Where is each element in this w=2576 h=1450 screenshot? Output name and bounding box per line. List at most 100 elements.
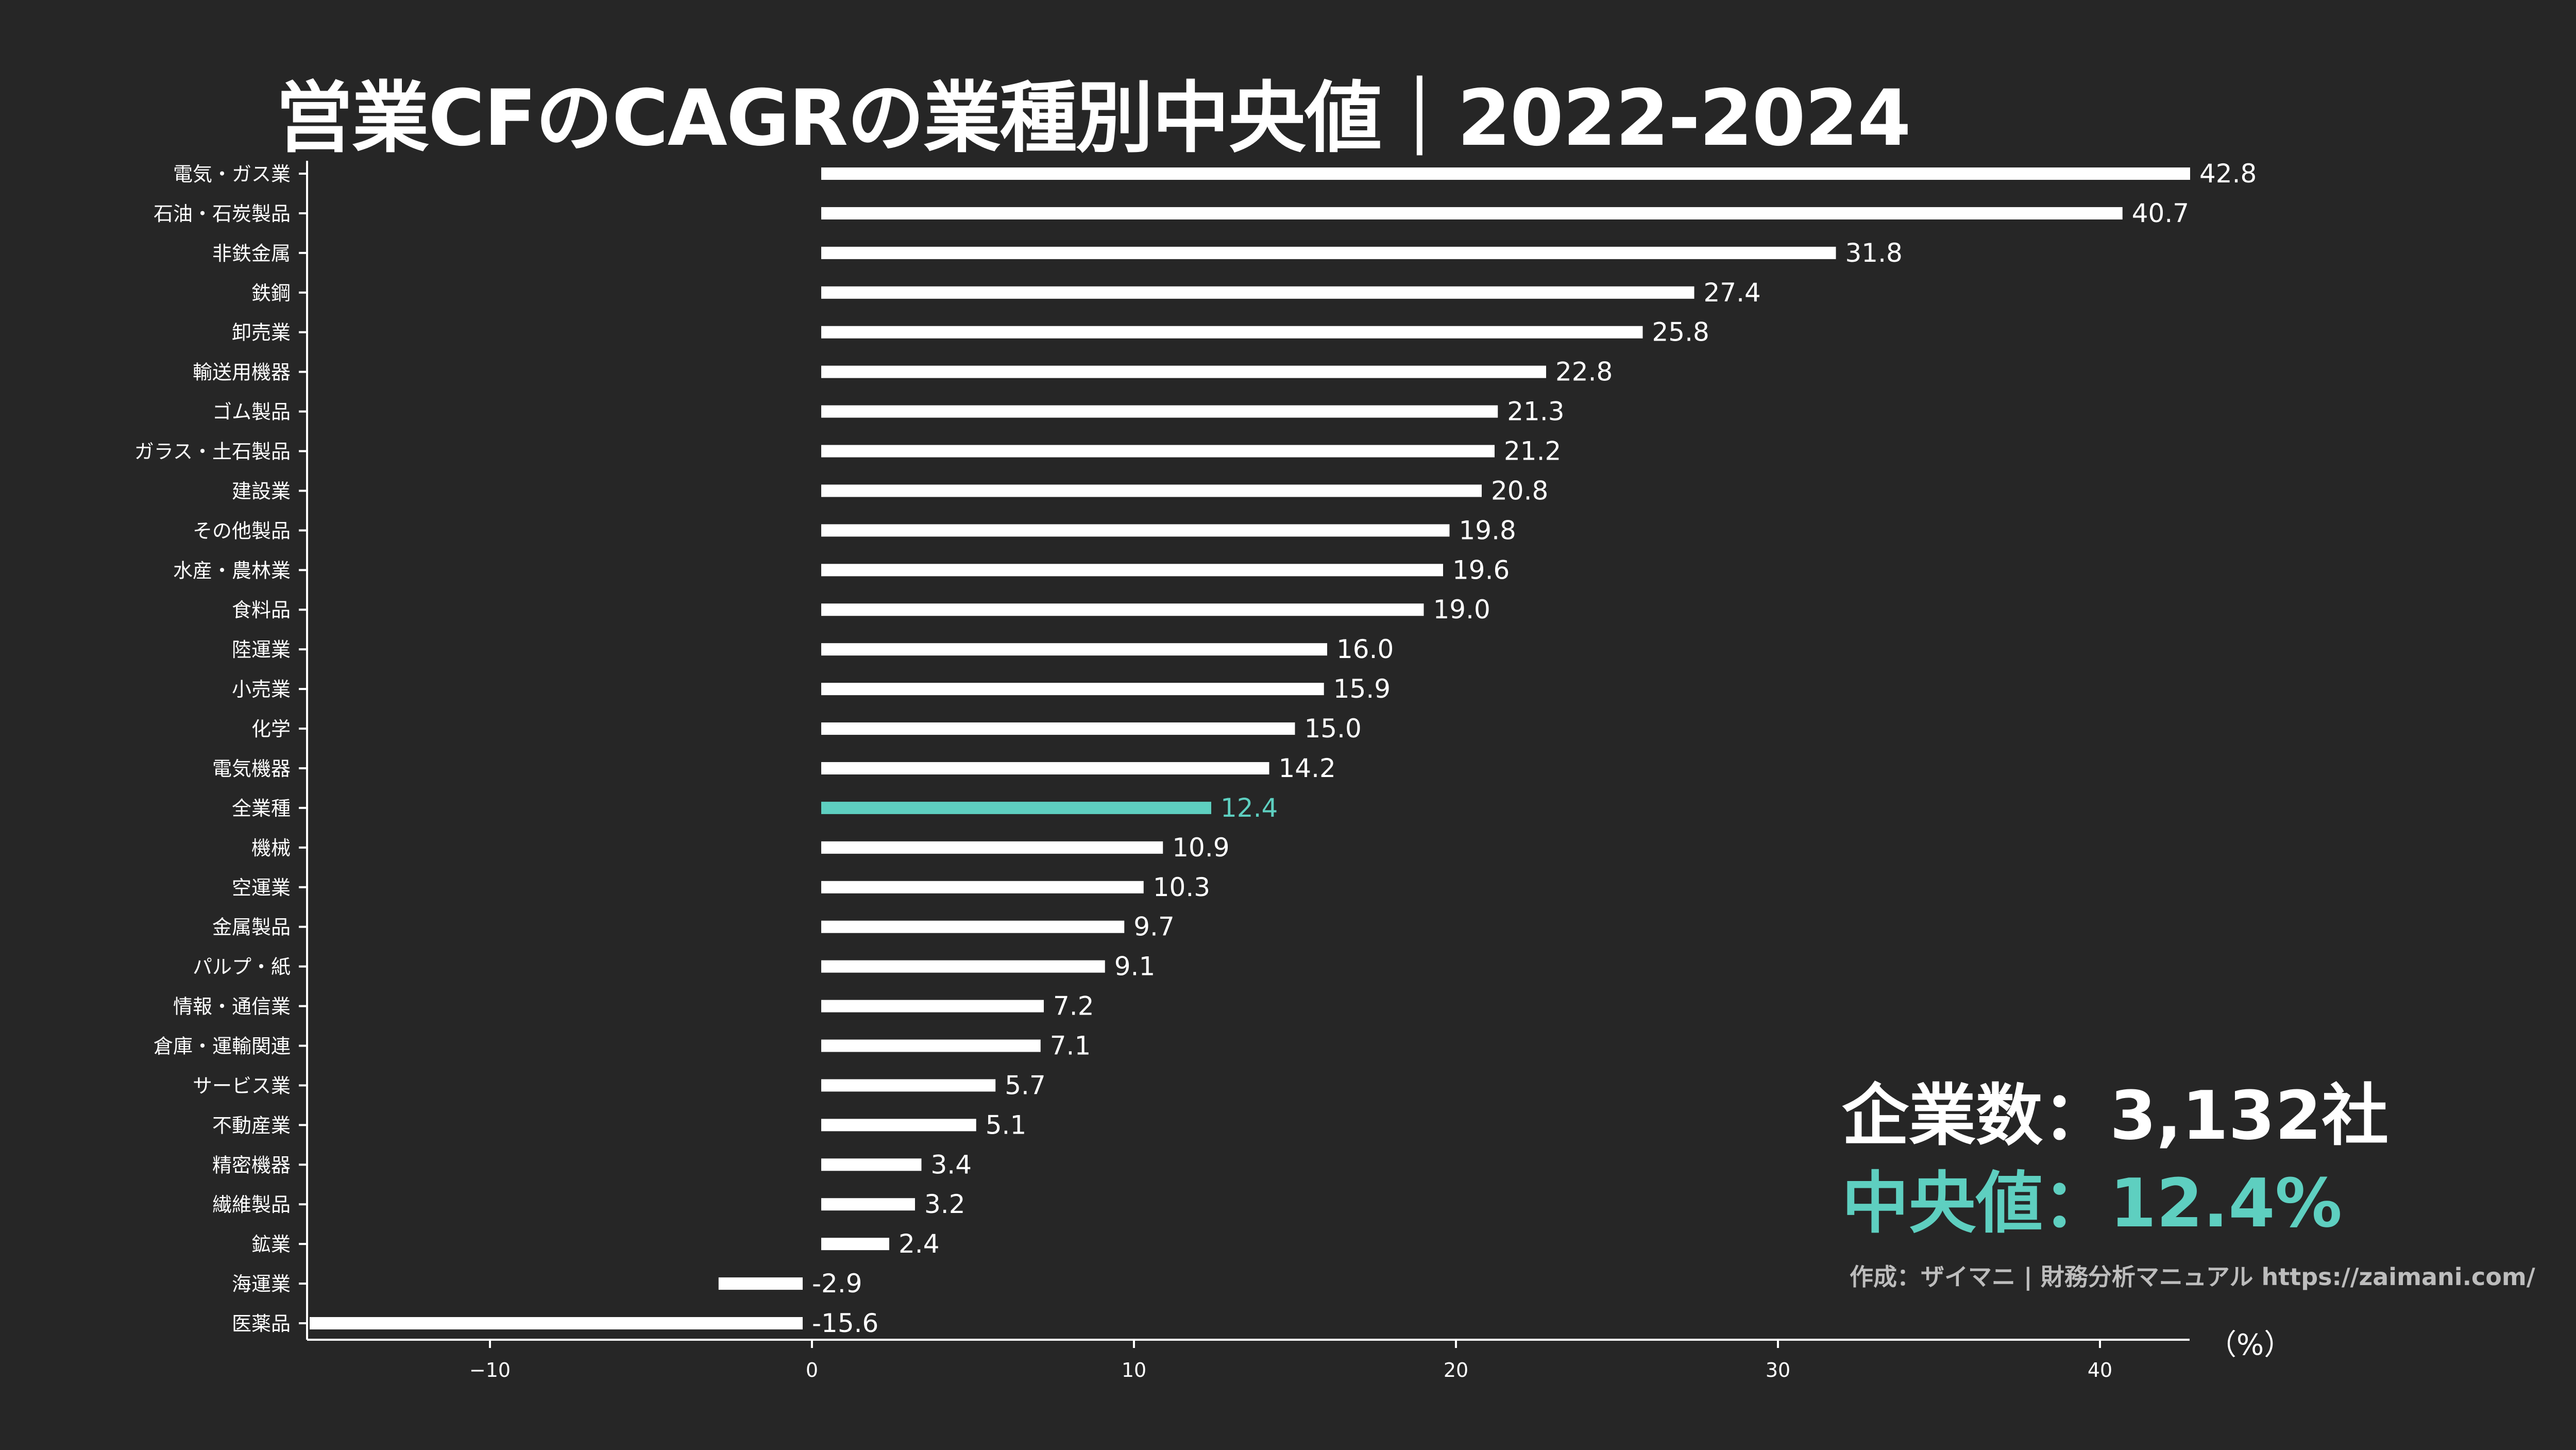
category-label: 電気機器 [212,757,291,780]
category-label: その他製品 [193,519,291,542]
category-label: 石油・石炭製品 [154,203,291,225]
bar [821,683,1324,696]
bar [821,722,1295,735]
bar [821,603,1424,616]
category-label: 陸運業 [232,638,291,661]
x-tick-label: 30 [1766,1359,1790,1381]
bar [821,167,2190,180]
value-label: 16.0 [1336,634,1394,664]
value-label: 27.4 [1704,278,1761,308]
bar [821,365,1546,378]
value-label: 3.2 [924,1189,965,1219]
value-label: 40.7 [2132,198,2189,228]
category-label: 水産・農林業 [173,559,291,582]
category-label: 空運業 [232,876,291,899]
category-label: 医薬品 [232,1312,291,1335]
category-label: 電気・ガス業 [173,163,291,186]
category-label: 金属製品 [212,916,291,939]
x-tick-label: 40 [2088,1359,2112,1381]
category-label: 鉄鋼 [251,282,291,305]
value-label: -2.9 [812,1269,862,1299]
category-label: 小売業 [232,678,291,701]
value-label: 20.8 [1491,476,1548,505]
category-label: 精密機器 [212,1154,291,1176]
category-label: 鉱業 [251,1233,291,1256]
value-label: 15.0 [1304,714,1362,744]
category-label: 繊維製品 [212,1193,291,1216]
bar [821,1158,922,1171]
company-count: 企業数：3,132社 [1842,1076,2389,1155]
bar [821,405,1498,418]
value-label: 22.8 [1555,357,1613,387]
category-label: 情報・通信業 [173,996,291,1018]
value-label: 9.1 [1114,952,1156,982]
value-label: -15.6 [812,1308,878,1338]
value-label: 25.8 [1652,317,1709,347]
bar [821,564,1443,577]
category-label: 卸売業 [232,322,291,344]
median-value: 中央値：12.4% [1842,1164,2343,1242]
bar [821,1079,996,1092]
bar [821,960,1105,973]
category-label: 化学 [251,718,291,740]
bar [718,1277,803,1290]
value-label: 15.9 [1333,674,1391,704]
category-label: サービス業 [193,1074,291,1097]
bar [821,1039,1041,1052]
category-label: ゴム製品 [212,401,291,424]
category-label: 建設業 [232,480,291,502]
bar-highlight [821,801,1211,814]
bar [821,841,1163,854]
value-label: 12.4 [1221,793,1278,823]
value-label: 9.7 [1133,912,1175,942]
bar [821,207,2123,220]
credit-text: 作成：ザイマニ | 財務分析マニュアル https://zaimani.com/ [1850,1263,2535,1291]
chart-title: 営業CFのCAGRの業種別中央値｜2022-2024 [276,74,1911,163]
bar [821,762,1269,774]
bar [310,1317,803,1329]
value-label: 7.1 [1050,1031,1091,1060]
value-label: 5.1 [986,1110,1027,1140]
bar [821,326,1643,339]
value-label: 19.8 [1459,515,1516,545]
category-label: パルプ・紙 [193,956,291,979]
value-label: 3.4 [931,1150,972,1179]
value-label: 10.3 [1153,872,1210,902]
bar [821,1000,1044,1013]
x-tick-label: 20 [1444,1359,1468,1381]
value-label: 21.3 [1507,397,1564,427]
category-label: 全業種 [232,797,291,820]
bar [821,484,1482,497]
category-label: ガラス・土石製品 [134,441,291,463]
category-label: 食料品 [232,599,291,621]
bar [821,1238,889,1251]
value-label: 42.8 [2199,159,2257,189]
category-label: 海運業 [232,1273,291,1295]
stats-panel: 企業数：3,132社 中央値：12.4% [1842,1072,2388,1247]
category-label: 倉庫・運輸関連 [154,1035,291,1057]
value-label: 14.2 [1279,753,1336,783]
bar [821,1119,976,1132]
category-label: 機械 [251,837,291,859]
bar [821,881,1144,893]
x-tick-label: 0 [806,1359,818,1381]
x-axis-unit-label: （%） [2208,1328,2293,1362]
x-tick-label: 10 [1122,1359,1146,1381]
value-label: 10.9 [1172,833,1229,863]
x-tick-label: −10 [469,1359,511,1381]
value-label: 19.6 [1452,555,1510,585]
category-label: 非鉄金属 [212,242,291,265]
value-label: 21.2 [1504,436,1561,466]
value-label: 19.0 [1433,595,1490,625]
bar [821,524,1450,537]
bar [821,445,1495,458]
bar [821,286,1694,299]
category-label: 不動産業 [212,1114,291,1137]
plot-area: −10 0 10 20 30 40 電気・ガス業 42.8 石油・石炭製品 40.7 非鉄金属 31.… [134,159,2257,1381]
bar [821,1198,915,1211]
bar [821,246,1836,259]
value-label: 2.4 [899,1229,940,1259]
value-label: 5.7 [1005,1070,1046,1100]
value-label: 7.2 [1053,991,1094,1021]
